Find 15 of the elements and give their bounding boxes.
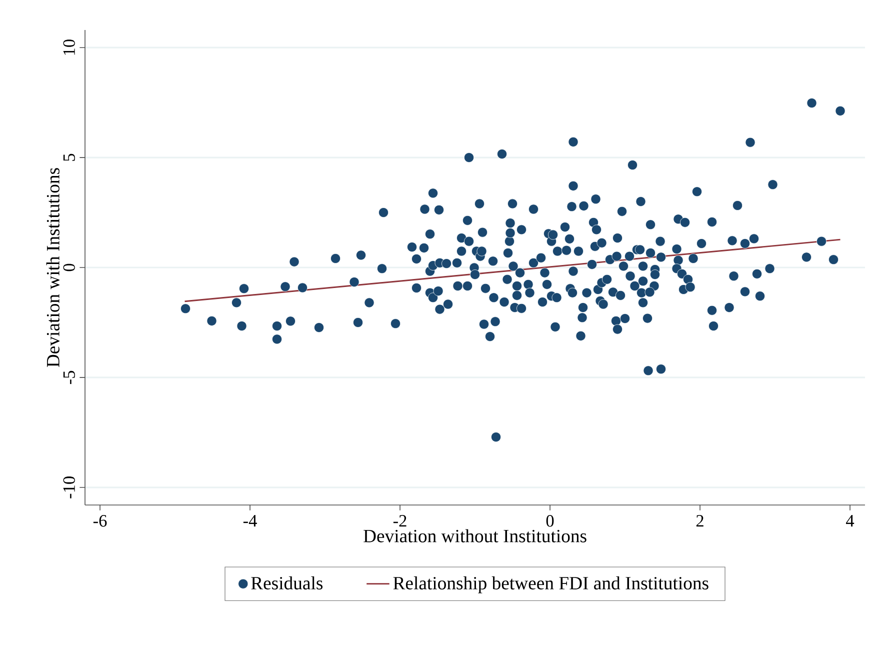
y-tick-label: -10 bbox=[63, 476, 75, 498]
x-tick-label: -6 bbox=[93, 515, 107, 527]
x-tick-label: 0 bbox=[546, 515, 554, 527]
legend-label: Residuals bbox=[251, 576, 323, 590]
legend-label: Relationship between FDI and Institutions bbox=[393, 576, 708, 594]
x-tick-label: 4 bbox=[846, 515, 854, 526]
x-axis-title: Deviation without Institutions bbox=[364, 529, 586, 542]
x-tick-label: -4 bbox=[243, 515, 257, 526]
y-tick-label: 10 bbox=[63, 40, 75, 55]
x-tick-label: -2 bbox=[393, 515, 406, 527]
y-tick-label: -5 bbox=[63, 370, 75, 384]
x-tick-label: 2 bbox=[696, 515, 704, 527]
y-tick-label: 5 bbox=[63, 154, 75, 161]
y-tick-label: 0 bbox=[63, 264, 75, 272]
y-axis-title: Deviation with Institutions bbox=[46, 168, 60, 368]
